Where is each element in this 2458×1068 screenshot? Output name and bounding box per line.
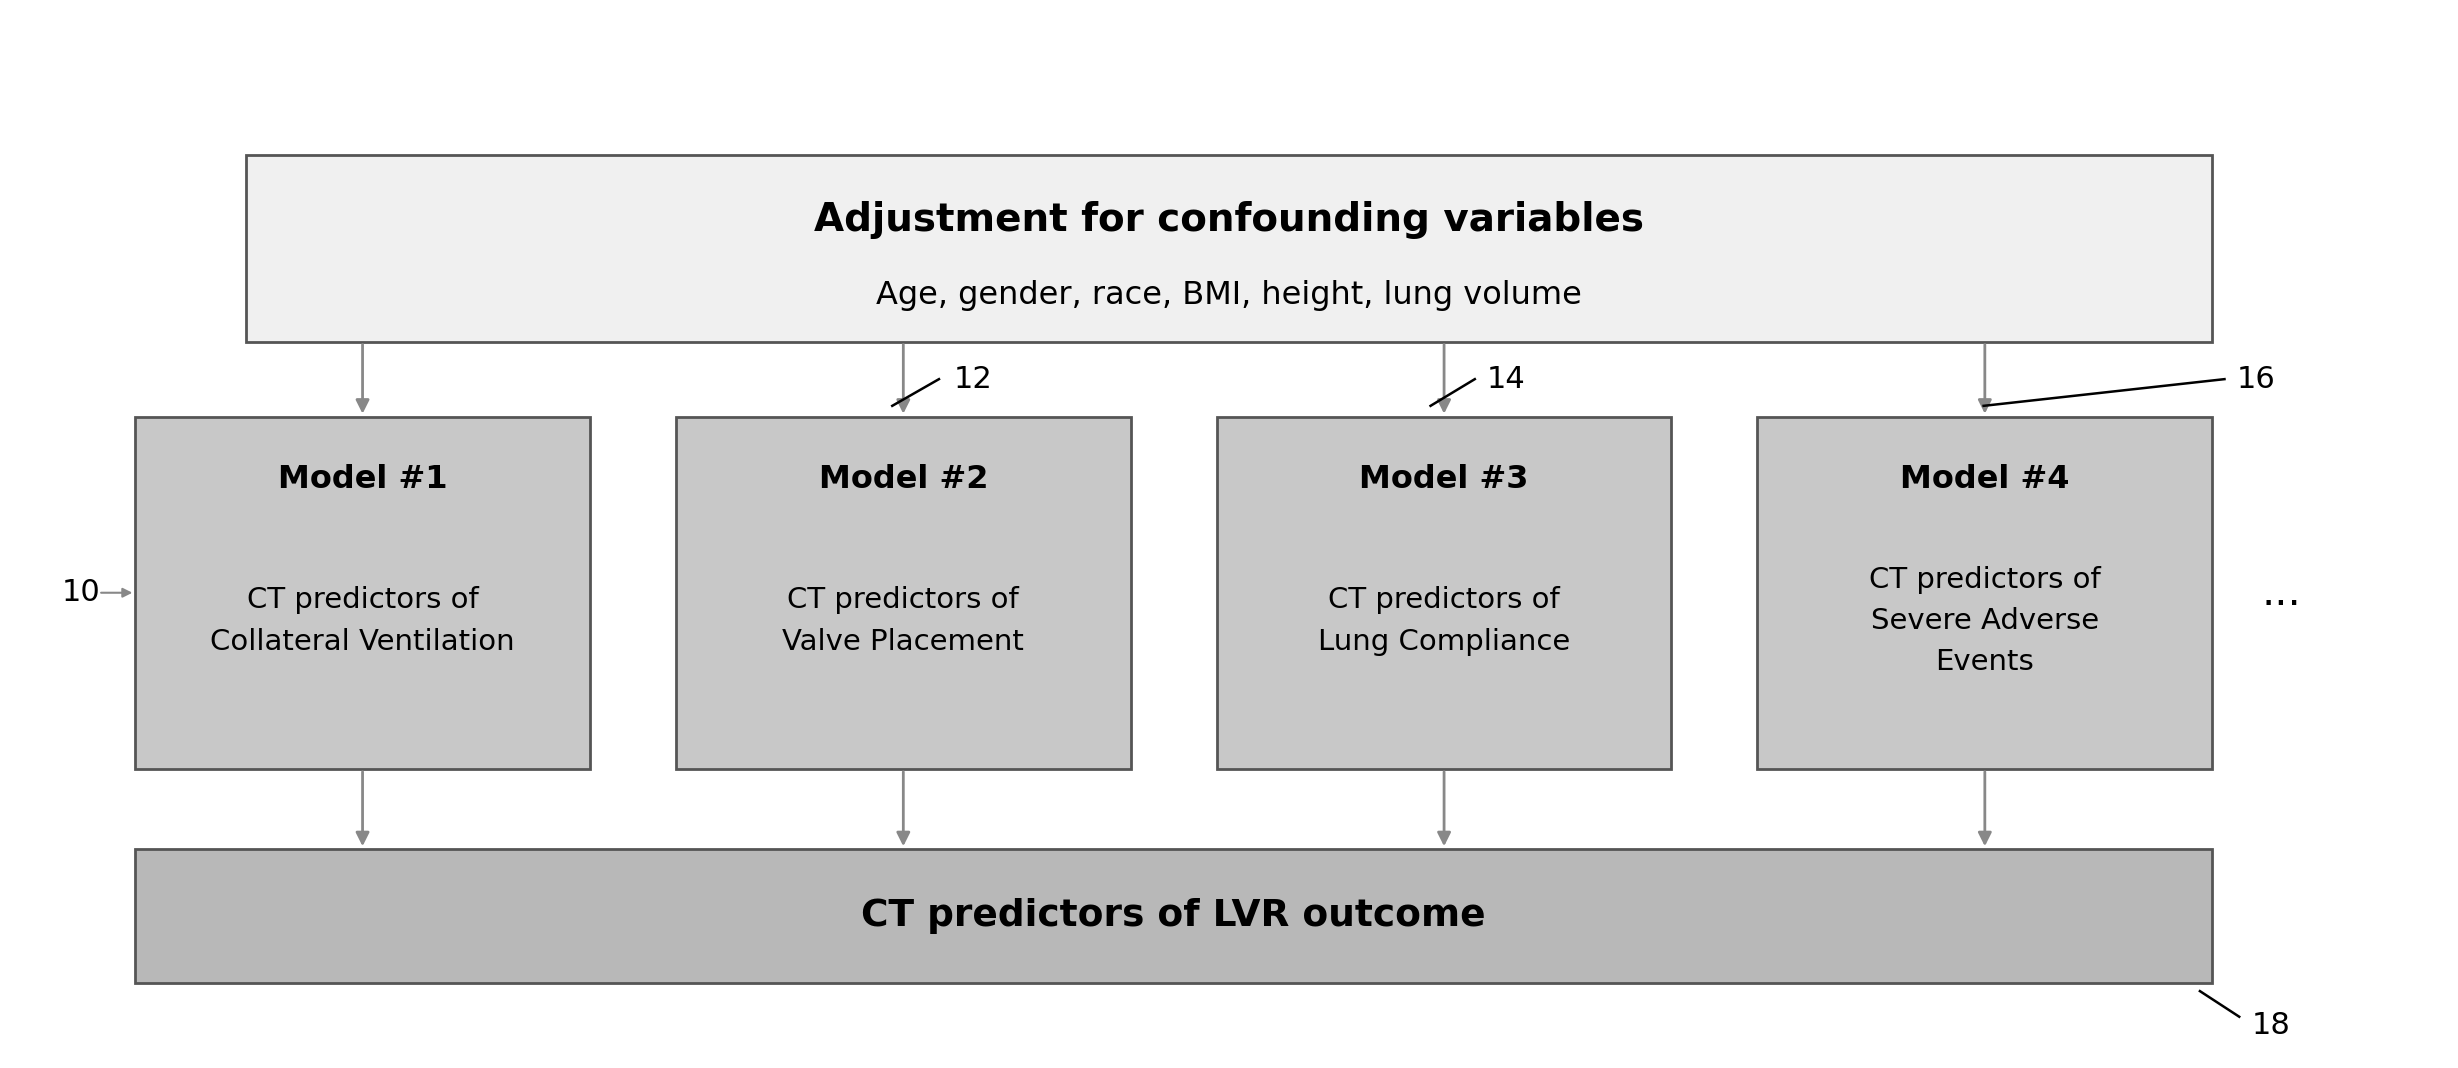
Bar [676,417,1131,769]
Text: CT predictors of
Lung Compliance: CT predictors of Lung Compliance [1317,586,1571,656]
Text: Adjustment for confounding variables: Adjustment for confounding variables [814,201,1644,239]
Text: Model #1: Model #1 [278,465,447,496]
Text: 12: 12 [954,364,993,394]
Bar [135,849,2212,983]
Bar [135,417,590,769]
Bar [246,155,2212,342]
Text: 10: 10 [61,578,101,608]
Text: Model #3: Model #3 [1359,465,1529,496]
Text: ...: ... [2261,571,2301,614]
Text: Model #4: Model #4 [1900,465,2070,496]
Text: CT predictors of
Valve Placement: CT predictors of Valve Placement [782,586,1025,656]
Text: Age, gender, race, BMI, height, lung volume: Age, gender, race, BMI, height, lung vol… [875,280,1583,311]
Text: Model #2: Model #2 [819,465,988,496]
Text: 18: 18 [2252,1010,2291,1040]
Text: CT predictors of
Severe Adverse
Events: CT predictors of Severe Adverse Events [1868,566,2102,676]
Text: 16: 16 [2237,364,2276,394]
Text: CT predictors of LVR outcome: CT predictors of LVR outcome [860,898,1487,933]
Bar [1217,417,1671,769]
Bar [1757,417,2212,769]
Text: 14: 14 [1487,364,1526,394]
Text: CT predictors of
Collateral Ventilation: CT predictors of Collateral Ventilation [211,586,514,656]
